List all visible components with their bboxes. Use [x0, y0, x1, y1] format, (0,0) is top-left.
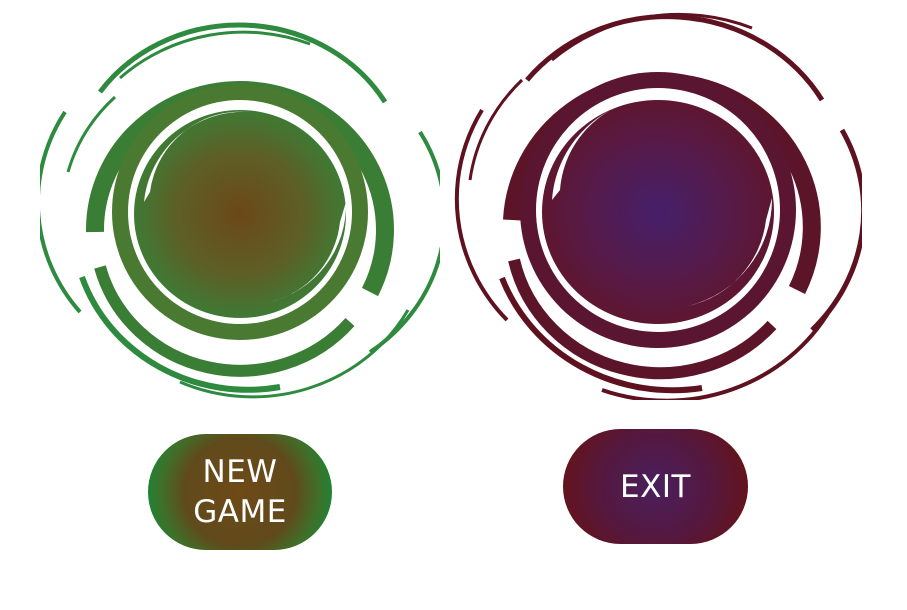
exit-button[interactable]: EXIT: [563, 429, 748, 544]
exit-label: EXIT: [620, 468, 691, 505]
green-swirl-icon: [40, 22, 440, 399]
new-game-label-line2: GAME: [193, 494, 287, 530]
red-swirl-icon: [454, 12, 862, 400]
new-game-label-line1: NEW: [202, 454, 278, 490]
new-game-button[interactable]: NEW GAME: [148, 434, 332, 550]
